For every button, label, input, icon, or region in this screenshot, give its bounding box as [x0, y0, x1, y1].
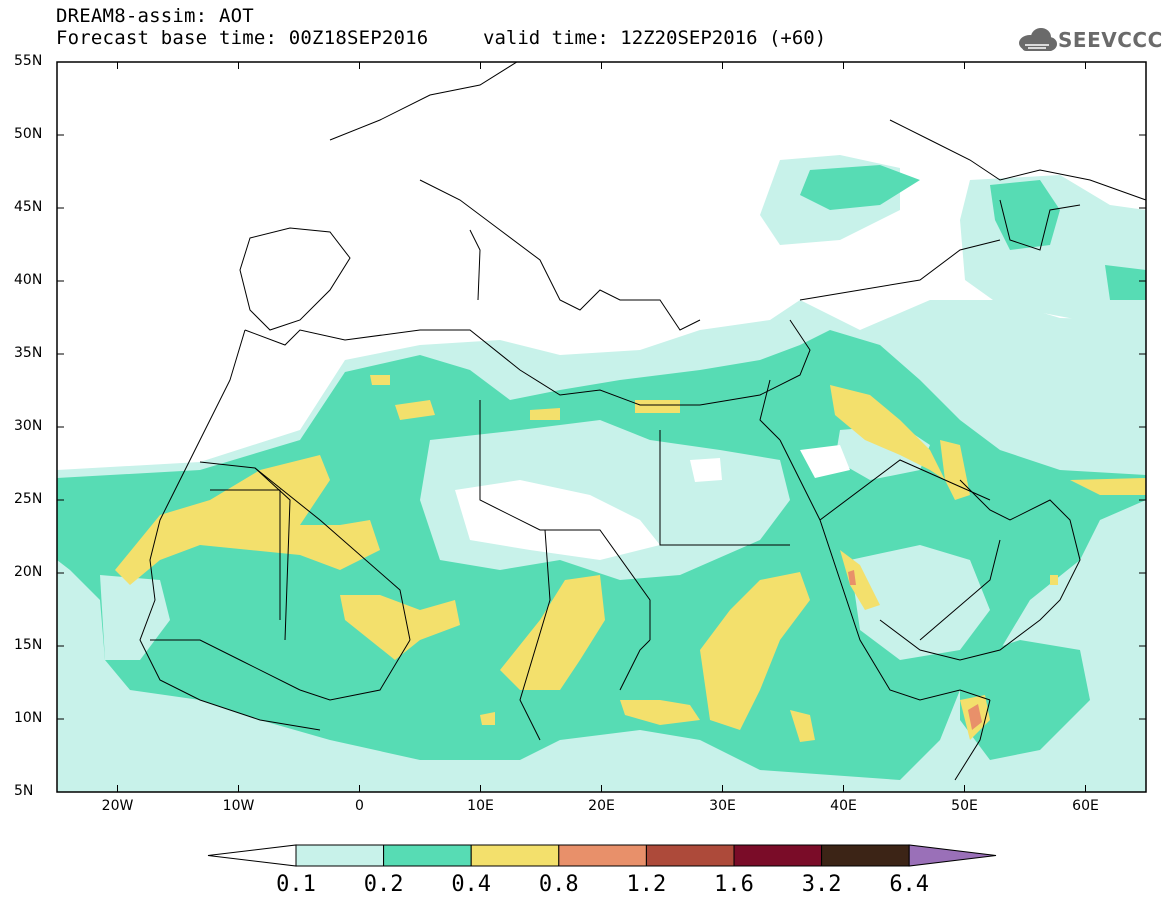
colorbar-swatch: [733, 844, 823, 867]
colorbar-label: 0.1: [276, 872, 316, 897]
aot-below-0.1: [455, 445, 850, 560]
cloud-icon: [1019, 28, 1057, 51]
colorbar-arrow-high: [908, 844, 997, 867]
colorbar-label: 0.4: [451, 872, 492, 897]
lon-label: 10E: [467, 798, 494, 814]
lon-label: 40E: [830, 798, 857, 814]
lat-label: 10N: [14, 710, 43, 726]
lat-label: 30N: [14, 418, 43, 434]
lat-label: 50N: [14, 126, 43, 142]
forecast-base-time: Forecast base time: 00Z18SEP2016: [56, 27, 429, 49]
lat-label: 40N: [14, 272, 43, 288]
logo-text: SEEVCCC: [1058, 28, 1163, 52]
aot-contour-0.4: [115, 375, 1146, 742]
lon-label: 30E: [709, 798, 736, 814]
colorbar-label: 0.2: [363, 872, 404, 897]
colorbar-label: 1.2: [626, 872, 667, 897]
colorbar-label: 1.6: [714, 872, 754, 897]
colorbar-swatch: [645, 844, 735, 867]
colorbar-swatch: [295, 844, 385, 867]
aot-contour-0.8: [848, 570, 982, 730]
lat-label: 45N: [14, 199, 43, 215]
lon-label: 0: [355, 798, 364, 814]
aot-field: [57, 62, 1146, 792]
coastlines: [57, 62, 1146, 792]
lat-label: 25N: [14, 491, 43, 507]
map-title: DREAM8-assim: AOT: [56, 5, 254, 27]
lat-label: 5N: [14, 783, 34, 799]
lon-label: 10W: [222, 798, 255, 814]
lat-label: 55N: [14, 53, 43, 69]
valid-time: valid time: 12Z20SEP2016 (+60): [483, 27, 827, 49]
colorbar-label: 6.4: [889, 872, 930, 897]
colorbar-swatch: [470, 844, 560, 867]
lat-label: 20N: [14, 564, 43, 580]
lat-label: 35N: [14, 345, 43, 361]
colorbar-swatch: [383, 844, 472, 867]
colorbar-swatch: [821, 844, 910, 867]
lon-label: 20E: [588, 798, 615, 814]
colorbar-arrow-low: [207, 844, 297, 867]
lat-label: 15N: [14, 637, 43, 653]
lon-label: 60E: [1072, 798, 1099, 814]
colorbar: [207, 844, 997, 867]
axis-ticks: [57, 61, 1146, 793]
colorbar-swatch: [558, 844, 647, 867]
lon-label: 20W: [101, 798, 134, 814]
colorbar-label: 3.2: [801, 872, 842, 897]
lon-label: 50E: [951, 798, 978, 814]
colorbar-label: 0.8: [538, 872, 579, 897]
